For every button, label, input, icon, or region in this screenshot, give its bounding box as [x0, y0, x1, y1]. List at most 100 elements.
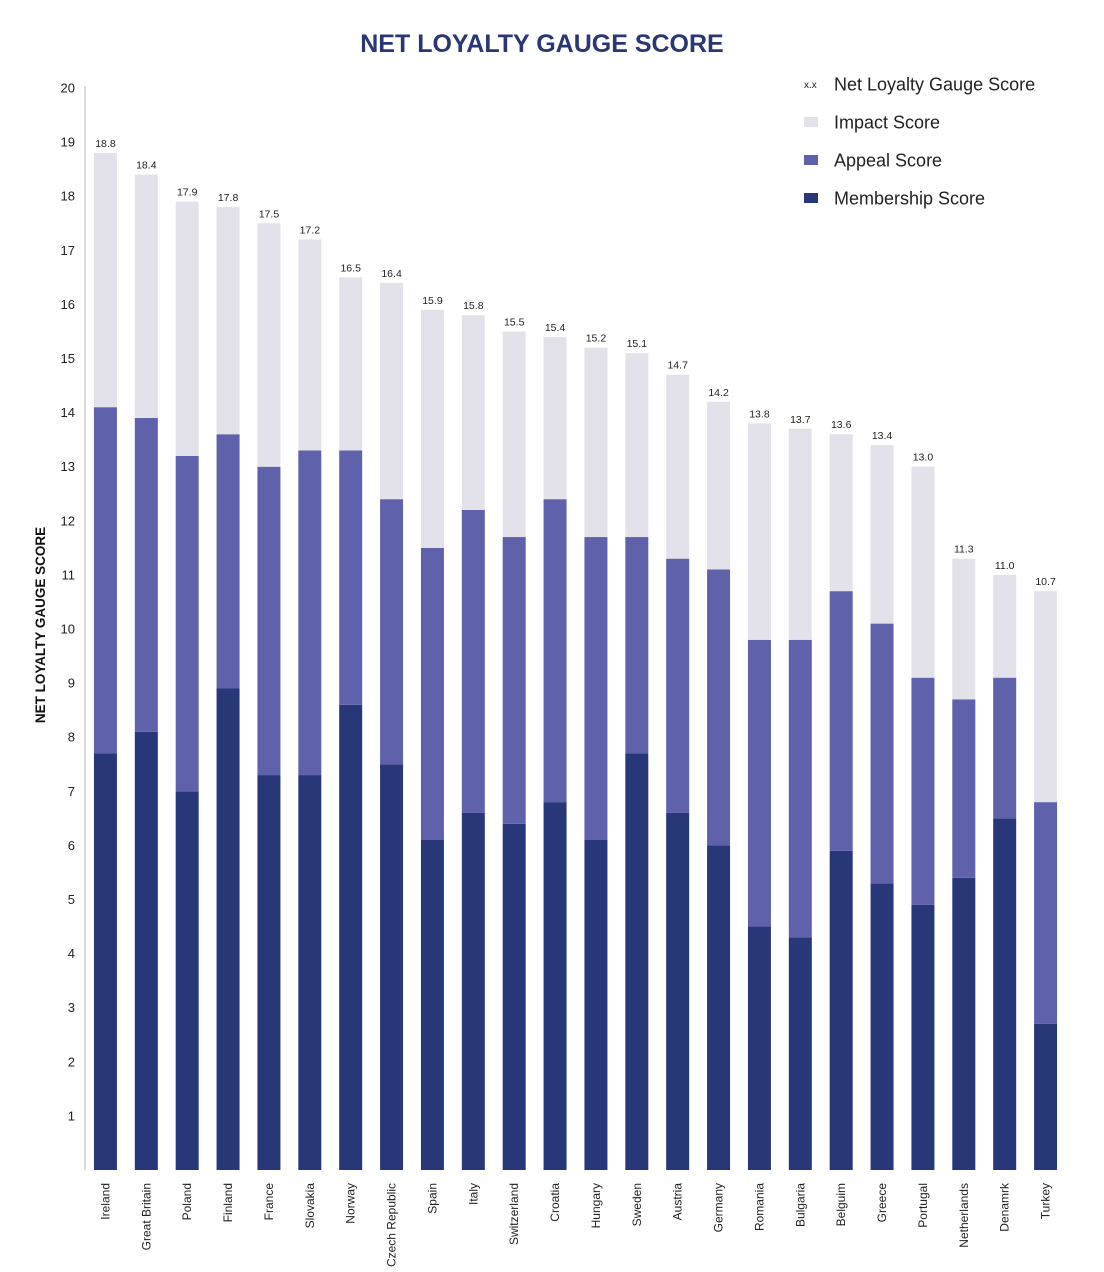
bar-segment-impact-score: [707, 401, 731, 570]
chart-title: NET LOYALTY GAUGE SCORE: [360, 30, 723, 58]
bar-segment-membership-score: [502, 823, 526, 1170]
bar-group: [420, 309, 444, 1170]
y-axis-label: NET LOYALTY GAUGE SCORE: [33, 527, 48, 723]
bar-segment-appeal-score: [870, 623, 894, 884]
y-tick-label: 7: [68, 784, 75, 799]
bar-segment-impact-score: [380, 282, 404, 500]
category-label: Czech Republic: [385, 1183, 399, 1267]
bar-segment-impact-score: [584, 347, 608, 538]
bar-group: [298, 239, 322, 1170]
bar-segment-membership-score: [420, 839, 444, 1170]
legend-label: Membership Score: [834, 189, 985, 209]
bar-segment-appeal-score: [1034, 802, 1058, 1024]
bar-group: [175, 201, 199, 1170]
legend-label: Impact Score: [834, 113, 940, 133]
category-label: Italy: [466, 1183, 480, 1205]
total-label: 13.8: [749, 408, 770, 420]
category-label: Switzerland: [507, 1183, 521, 1245]
category-label: Spain: [425, 1183, 439, 1214]
bar-segment-appeal-score: [625, 537, 649, 754]
category-label: Great Britain: [139, 1183, 153, 1250]
bar-group: [870, 445, 894, 1170]
category-labels: Ireland Great Britain Poland Finland France S…: [98, 1182, 1052, 1267]
bar-group: [1034, 591, 1058, 1170]
bar-segment-membership-score: [461, 812, 485, 1170]
bar-segment-appeal-score: [584, 537, 608, 840]
bar-segment-impact-score: [420, 309, 444, 548]
bar-segment-membership-score: [747, 926, 771, 1170]
bar-segment-membership-score: [870, 883, 894, 1170]
bar-segment-impact-score: [543, 336, 567, 500]
bar-segment-impact-score: [502, 331, 526, 538]
bar-group: [666, 374, 690, 1170]
bar-segment-membership-score: [93, 753, 117, 1170]
bar-segment-appeal-score: [952, 699, 976, 878]
bar-group: [93, 152, 117, 1170]
legend-item: Impact Score: [804, 113, 940, 133]
total-label: 15.9: [422, 295, 443, 307]
bar-segment-appeal-score: [788, 639, 812, 938]
bar-segment-membership-score: [339, 704, 363, 1170]
bar-group: [502, 331, 526, 1170]
bar-segment-impact-score: [666, 374, 690, 559]
y-tick-label: 12: [61, 513, 75, 528]
total-label: 15.2: [586, 333, 607, 345]
bar-segment-appeal-score: [420, 547, 444, 840]
bar-segment-impact-score: [298, 239, 322, 451]
category-label: Sweden: [630, 1183, 644, 1226]
legend-item: Membership Score: [804, 189, 985, 209]
legend-swatch: [804, 193, 818, 203]
total-label: 13.7: [790, 414, 811, 426]
category-label: Norway: [344, 1183, 358, 1224]
y-tick-label: 1: [68, 1108, 75, 1123]
legend: x.x Net Loyalty Gauge Score Impact Score Ap…: [804, 75, 1035, 209]
bar-segment-impact-score: [625, 353, 649, 538]
total-labels: 18.8 18.4 17.9 17.8 17.5 17.2 16.5 16.4 15.9 15.8…: [95, 138, 1056, 588]
bar-segment-membership-score: [625, 753, 649, 1170]
bar-group: [543, 336, 567, 1170]
category-label: Romania: [752, 1183, 766, 1231]
bar-segment-membership-score: [298, 775, 322, 1170]
category-label: Denamrk: [998, 1182, 1012, 1232]
y-tick-label: 2: [68, 1054, 75, 1069]
bars: [93, 152, 1058, 1170]
category-label: Belguim: [834, 1183, 848, 1226]
category-label: Netherlands: [957, 1183, 971, 1248]
bar-segment-membership-score: [175, 791, 199, 1170]
bar-segment-impact-score: [952, 558, 976, 700]
bar-segment-membership-score: [952, 877, 976, 1170]
total-label: 14.7: [667, 360, 688, 372]
bar-group: [380, 282, 404, 1170]
y-tick-label: 13: [61, 459, 75, 474]
bar-segment-membership-score: [216, 688, 240, 1170]
bar-segment-appeal-score: [216, 434, 240, 689]
bar-segment-membership-score: [707, 845, 731, 1170]
bar-segment-appeal-score: [134, 418, 158, 732]
bar-segment-appeal-score: [298, 450, 322, 776]
total-label: 13.4: [872, 430, 893, 442]
category-label: Germany: [712, 1183, 726, 1232]
category-label: Slovakia: [303, 1183, 317, 1229]
bar-segment-impact-score: [216, 207, 240, 435]
category-label: Portugal: [916, 1183, 930, 1228]
y-tick-label: 15: [61, 351, 75, 366]
category-label: Austria: [671, 1183, 685, 1221]
bar-segment-impact-score: [134, 174, 158, 419]
total-label: 16.5: [340, 262, 361, 274]
category-label: Ireland: [98, 1183, 112, 1220]
legend-swatch: [804, 117, 818, 127]
bar-segment-impact-score: [829, 434, 853, 592]
bar-segment-membership-score: [1034, 1023, 1058, 1170]
bar-segment-appeal-score: [93, 407, 117, 754]
bar-segment-membership-score: [584, 839, 608, 1170]
bar-segment-appeal-score: [502, 537, 526, 824]
y-tick-label: 5: [68, 892, 75, 907]
bar-group: [788, 428, 812, 1170]
bar-segment-appeal-score: [747, 639, 771, 927]
category-label: Poland: [180, 1183, 194, 1220]
bar-group: [584, 347, 608, 1170]
category-label: Hungary: [589, 1183, 603, 1228]
